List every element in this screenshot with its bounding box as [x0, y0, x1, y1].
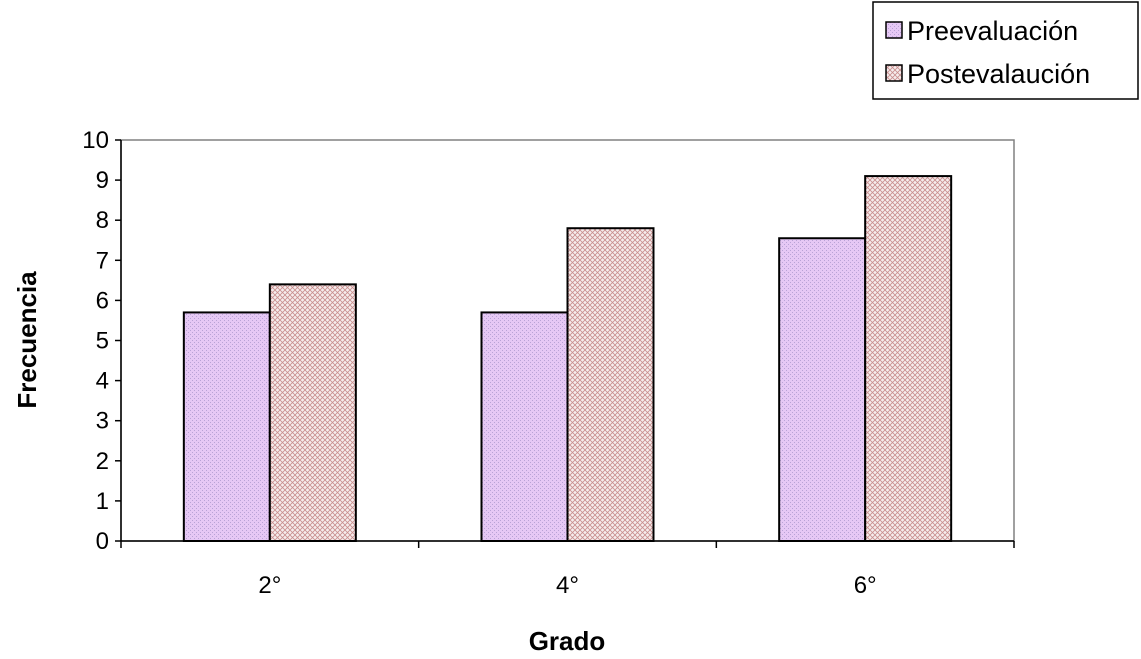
y-tick-label: 5: [96, 328, 109, 355]
bar-preevaluacion: [778, 237, 867, 542]
y-tick-label: 10: [82, 127, 109, 154]
legend-swatch-preevaluacion: [885, 21, 903, 39]
x-ticks: [120, 541, 1015, 548]
y-ticks: [115, 139, 121, 542]
x-axis: 2° 4° 6°: [120, 540, 1015, 599]
y-axis-title: Frecuencia: [12, 271, 42, 409]
x-axis-title: Grado: [529, 626, 606, 656]
bar-preevaluacion: [182, 311, 271, 542]
bar-preevaluacion: [480, 311, 569, 542]
y-tick-label: 0: [96, 528, 109, 555]
legend-swatch-postevalaucion: [885, 64, 903, 82]
y-tick-label: 7: [96, 247, 109, 274]
bars: [182, 175, 953, 542]
y-tick-label: 6: [96, 287, 109, 314]
x-tick-label: 6°: [854, 572, 877, 599]
y-tick-label: 3: [96, 408, 109, 435]
legend: Preevaluación Postevalaución: [872, 1, 1139, 100]
y-tick-label: 9: [96, 167, 109, 194]
y-tick-label: 4: [96, 368, 109, 395]
legend-label-postevalaucion: Postevalaución: [907, 59, 1090, 89]
bar-postevalaucion: [864, 175, 953, 542]
legend-label-preevaluacion: Preevaluación: [907, 16, 1078, 46]
y-tick-label: 1: [96, 488, 109, 515]
x-tick-label: 4°: [556, 572, 579, 599]
x-tick-labels: 2° 4° 6°: [258, 572, 876, 599]
bar-postevalaucion: [268, 283, 357, 542]
y-tick-label: 2: [96, 448, 109, 475]
bar-postevalaucion: [566, 227, 655, 542]
y-tick-labels: 0 1 2 3 4 5 6 7 8 9 10: [82, 127, 109, 555]
y-tick-label: 8: [96, 207, 109, 234]
legend-box: [872, 1, 1139, 100]
y-axis: 0 1 2 3 4 5 6 7 8 9 10: [82, 127, 122, 555]
x-tick-label: 2°: [258, 572, 281, 599]
